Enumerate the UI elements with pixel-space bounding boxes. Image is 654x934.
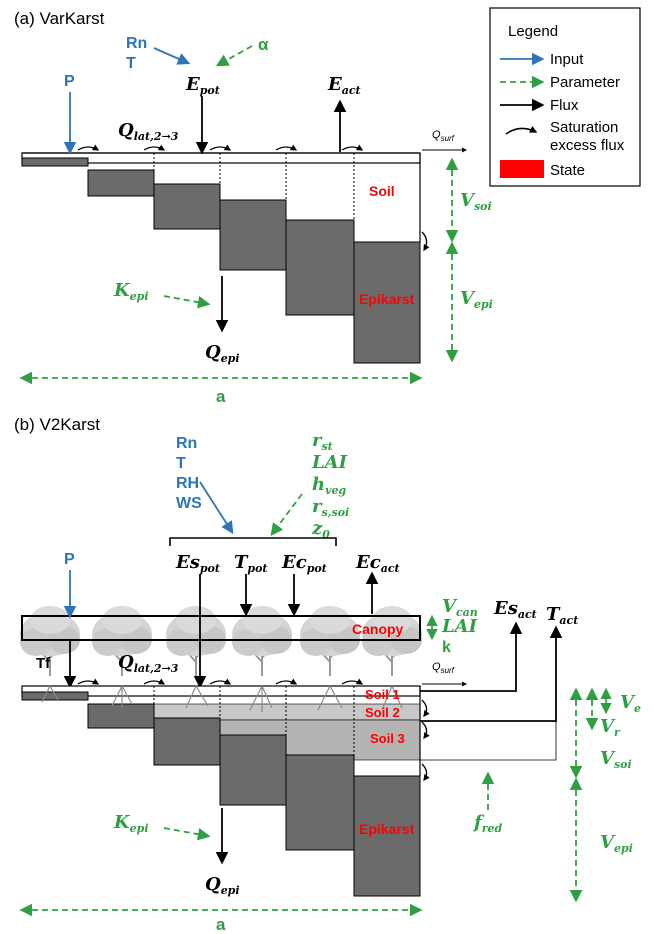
param-kepi-b: Kepi	[113, 812, 149, 835]
block-a-1	[21, 157, 89, 167]
param-vcan-b: Vcan	[442, 596, 478, 619]
block-b-5	[285, 754, 355, 851]
inputs-arrow-b	[199, 481, 234, 535]
flux-qsurf-b: Qsurf	[432, 661, 455, 675]
state-soil1-b: Soil 1	[365, 687, 400, 702]
input-rn-a: Rn	[126, 35, 147, 52]
veg-params-arrow-b	[270, 493, 303, 537]
input-arrow-a	[153, 47, 191, 65]
legend: Legend Input Parameter Flux Saturation e…	[489, 7, 641, 187]
block-a-2	[87, 169, 155, 197]
param-a-a: a	[216, 387, 226, 406]
input-t-b: T	[176, 455, 186, 472]
block-b-2	[87, 703, 155, 729]
flux-esact-b: Esact	[493, 598, 537, 621]
param-vepi-a: Vepi	[460, 288, 493, 311]
input-rh-b: RH	[176, 475, 199, 492]
param-k-b: k	[442, 639, 451, 656]
state-canopy-b: Canopy	[352, 621, 404, 637]
legend-box	[489, 7, 641, 187]
block-b-4	[219, 734, 287, 806]
param-ve-b: Ve	[620, 692, 641, 715]
state-soil3-b: Soil 3	[370, 731, 405, 746]
input-p-b: P	[64, 551, 75, 568]
legend-saturation-label-2: excess flux	[550, 137, 625, 154]
epikarst-store-b	[353, 775, 421, 897]
block-a-5	[285, 219, 355, 316]
legend-flux-label: Flux	[550, 97, 579, 114]
soil3-path-b	[420, 721, 557, 761]
block-a-3	[153, 183, 221, 230]
esact-path-b	[420, 621, 523, 692]
flux-qepi-a: Qepi	[205, 342, 240, 365]
state-epikarst-b: Epikarst	[359, 821, 415, 837]
state-epikarst-a: Epikarst	[359, 291, 415, 307]
panel-a-blocks	[21, 152, 421, 364]
legend-state-swatch	[500, 160, 544, 178]
flux-tpot-b: Tpot	[234, 552, 268, 575]
param-vsoi-b: Vsoi	[600, 748, 632, 771]
param-vr-b: Vr	[600, 716, 621, 739]
flux-tact-b: Tact	[546, 604, 578, 627]
epikarst-store-a	[353, 241, 421, 364]
state-soil2-b: Soil 2	[365, 705, 400, 720]
kepi-arrow-b	[163, 827, 211, 841]
veg-param-rst: rst	[312, 430, 333, 453]
panel-b-title: (b) V2Karst	[14, 415, 100, 434]
kepi-arrow-a	[163, 295, 211, 309]
saturation-arrows-a	[77, 144, 430, 252]
legend-saturation-icon	[505, 125, 538, 135]
veg-param-hveg: hveg	[312, 474, 346, 497]
param-fred-b: fred	[472, 812, 503, 835]
input-p-a: P	[64, 73, 75, 90]
input-rn-b: Rn	[176, 435, 197, 452]
flux-qlat-a: Qlat,2→3	[118, 120, 179, 143]
roots-b	[41, 685, 403, 712]
param-vsoi-a: Vsoi	[460, 190, 492, 213]
flux-qsurf-a: Qsurf	[432, 129, 455, 143]
saturation-arrows-b	[77, 678, 430, 782]
flux-tf-b: Tf	[36, 655, 51, 672]
block-b-3	[153, 717, 221, 766]
input-t-a: T	[126, 55, 136, 72]
block-a-4	[219, 199, 287, 271]
flux-epot-a: Epot	[185, 74, 220, 97]
legend-state-label: State	[550, 162, 585, 179]
param-lai-b: LAI	[441, 616, 478, 637]
param-kepi-a: Kepi	[113, 280, 149, 303]
legend-input-label: Input	[550, 51, 584, 68]
flux-ecact-b: Ecact	[355, 552, 400, 575]
input-ws-b: WS	[176, 495, 202, 512]
veg-param-z0: z0	[311, 518, 330, 541]
flux-ecpot-b: Ecpot	[281, 552, 327, 575]
legend-parameter-label: Parameter	[550, 74, 620, 91]
legend-saturation-label-1: Saturation	[550, 119, 618, 136]
param-a-b: a	[216, 915, 226, 934]
legend-title: Legend	[508, 23, 558, 40]
panel-b-blocks	[21, 685, 421, 897]
veg-param-lai: LAI	[311, 452, 348, 473]
flux-qlat-b: Qlat,2→3	[118, 652, 179, 675]
block-b-1	[21, 691, 89, 701]
canopy-store-b	[21, 615, 421, 641]
state-soil-a: Soil	[369, 183, 395, 199]
potential-bracket-b	[169, 537, 337, 546]
flux-qepi-b: Qepi	[205, 874, 240, 897]
param-vepi-b: Vepi	[600, 832, 633, 855]
flux-eact-a: Eact	[327, 74, 361, 97]
panel-a-title: (a) VarKarst	[14, 9, 105, 28]
param-alpha-a: α	[258, 35, 269, 54]
alpha-arrow-a	[215, 45, 253, 67]
veg-param-rssoi: rs,soi	[312, 496, 349, 519]
flux-espot-b: Espot	[175, 552, 220, 575]
